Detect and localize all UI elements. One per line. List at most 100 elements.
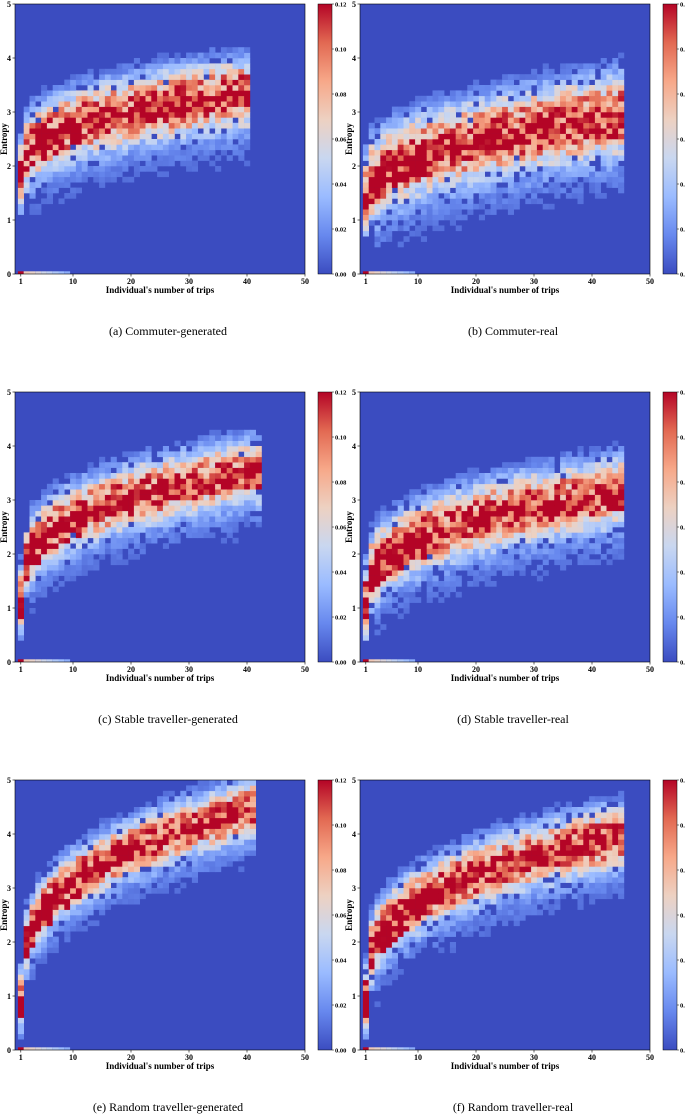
heatmap-cell [41,271,47,274]
heatmap-cell [169,489,175,495]
heatmap-cell [192,468,198,474]
heatmap-cell [404,271,410,274]
heatmap-cell [163,802,169,808]
heatmap-cell [169,123,175,129]
heatmap-cell [250,457,256,463]
heatmap-cell [386,139,392,145]
heatmap-cell [543,516,549,522]
heatmap-cell [409,511,415,517]
heatmap-cell [560,468,566,474]
heatmap-cell [450,559,456,565]
heatmap-cell [485,166,491,172]
heatmap-cell [543,899,549,905]
heatmap-cell [601,554,607,560]
heatmap-cell [140,484,146,490]
heatmap-cell [233,818,239,824]
heatmap-cell [433,489,439,495]
heatmap-cell [578,74,584,80]
heatmap-cell [209,441,215,447]
heatmap-cell [134,527,140,533]
heatmap-cell [209,63,215,69]
heatmap-cell [99,549,105,555]
heatmap-cell [163,484,169,490]
heatmap-cell [612,543,618,549]
heatmap-cell [427,500,433,506]
heatmap-cell [363,974,369,980]
heatmap-cell [233,807,239,813]
heatmap-cell [589,549,595,555]
heatmap-cell [47,123,53,129]
heatmap-cell [105,845,111,851]
heatmap-cell [514,856,520,862]
heatmap-cell [409,215,415,221]
heatmap-cell [117,473,123,479]
heatmap-cell [244,96,250,102]
heatmap-cell [233,802,239,808]
heatmap-cell [595,511,601,517]
heatmap-cell [47,888,53,894]
heatmap-cell [438,543,444,549]
heatmap-cell [146,505,152,511]
heatmap-cell [491,495,497,501]
heatmap-cell [204,823,210,829]
heatmap-cell [88,144,94,150]
heatmap-cell [612,532,618,538]
heatmap-cell [415,904,421,910]
heatmap-cell [105,484,111,490]
heatmap-cell [618,139,624,145]
heatmap-cell [99,177,105,183]
heatmap-cell [30,893,36,899]
heatmap-cell [99,473,105,479]
heatmap-cell [392,883,398,889]
heatmap-cell [41,532,47,538]
heatmap-cell [244,796,250,802]
heatmap-cell [233,796,239,802]
heatmap-cell [473,877,479,883]
heatmap-cell [128,511,134,517]
heatmap-cell [589,500,595,506]
heatmap-cell [485,872,491,878]
heatmap-cell [612,128,618,134]
heatmap-cell [192,834,198,840]
heatmap-cell [233,69,239,75]
heatmap-cell [47,910,53,916]
heatmap-cell [105,904,111,910]
heatmap-cell [520,128,526,134]
heatmap-cell [151,829,157,835]
y-tick-label: 0 [352,658,356,667]
heatmap-cell [204,150,210,156]
heatmap-cell [146,74,152,80]
heatmap-cell [215,85,221,91]
heatmap-cell [467,96,473,102]
heatmap-cell [192,74,198,80]
heatmap-cell [238,150,244,156]
heatmap-cell [186,511,192,517]
y-tick-label: 4 [7,54,11,63]
heatmap-cell [479,570,485,576]
heatmap-cell [93,500,99,506]
heatmap-cell [233,63,239,69]
heatmap-cell [117,845,123,851]
heatmap-cell [467,888,473,894]
heatmap-cell [473,522,479,528]
heatmap-cell [363,144,369,150]
heatmap-cell [444,920,450,926]
heatmap-cell [227,90,233,96]
heatmap-cell [438,204,444,210]
heatmap-cell [238,500,244,506]
heatmap-cell [215,457,221,463]
heatmap-cell [192,123,198,129]
heatmap-cell [117,834,123,840]
heatmap-cell [122,543,128,549]
heatmap-cell [111,538,117,544]
heatmap-cell [122,101,128,107]
heatmap-cell [99,543,105,549]
heatmap-cell [117,866,123,872]
heatmap-cell [467,495,473,501]
heatmap-cell [163,834,169,840]
heatmap-cell [578,505,584,511]
heatmap-cell [404,659,410,662]
heatmap-cell [415,144,421,150]
heatmap-cell [204,473,210,479]
heatmap-cell [47,559,53,565]
